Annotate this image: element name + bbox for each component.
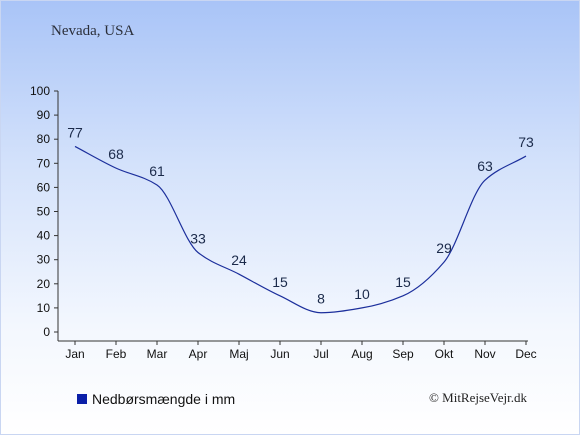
x-tick-label: Dec — [515, 347, 536, 361]
x-tick-label: Jul — [313, 347, 328, 361]
y-tick-label: 0 — [43, 325, 50, 339]
data-label: 24 — [231, 252, 247, 268]
y-tick-label: 60 — [37, 180, 51, 194]
copyright-credit: © MitRejseVejr.dk — [429, 390, 527, 405]
data-label: 73 — [518, 134, 534, 150]
x-tick-label: Sep — [392, 347, 414, 361]
y-tick-label: 90 — [37, 108, 51, 122]
x-tick-label: Jan — [65, 347, 84, 361]
x-tick-label: Apr — [189, 347, 208, 361]
y-tick-label: 70 — [37, 156, 51, 170]
x-tick-label: Mar — [147, 347, 168, 361]
data-label: 68 — [108, 146, 124, 162]
x-tick-label: Feb — [106, 347, 127, 361]
legend-swatch — [77, 394, 87, 404]
data-label: 15 — [395, 274, 411, 290]
y-tick-label: 10 — [37, 301, 51, 315]
y-tick-label: 80 — [37, 132, 51, 146]
data-label: 33 — [190, 230, 206, 246]
data-label: 15 — [272, 274, 288, 290]
y-tick-label: 40 — [37, 229, 51, 243]
data-label: 61 — [149, 163, 165, 179]
x-tick-label: Maj — [229, 347, 248, 361]
data-label: 8 — [317, 291, 325, 307]
region-title: Nevada, USA — [51, 23, 135, 39]
legend-label: Nedbørsmængde i mm — [92, 391, 236, 407]
x-tick-label: Okt — [435, 347, 454, 361]
y-tick-label: 30 — [37, 253, 51, 267]
precipitation-line — [74, 145, 527, 314]
x-tick-label: Jun — [270, 347, 289, 361]
y-tick-label: 100 — [30, 84, 50, 98]
data-label: 63 — [477, 158, 493, 174]
y-tick-label: 50 — [37, 205, 51, 219]
data-label: 77 — [67, 124, 83, 140]
data-label: 10 — [354, 286, 370, 302]
legend: Nedbørsmængde i mm — [77, 391, 235, 407]
x-tick-label: Aug — [351, 347, 372, 361]
data-label: 29 — [436, 240, 452, 256]
x-tick-label: Nov — [474, 347, 495, 361]
y-tick-label: 20 — [37, 277, 51, 291]
